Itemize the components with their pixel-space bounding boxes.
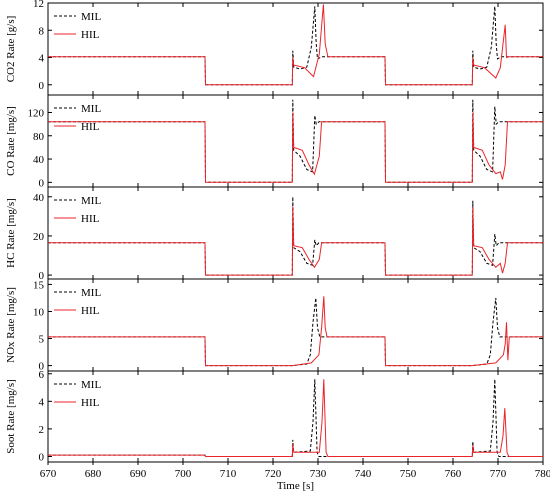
y-tick-label: 4 xyxy=(39,53,45,65)
series-hil-line xyxy=(48,296,543,367)
x-axis-label: Time [s] xyxy=(277,480,314,492)
y-tick-label: 40 xyxy=(33,192,45,204)
panel-soot: 0 2 4 6 Soot Rate [mg/s] MIL HIL xyxy=(5,369,544,463)
series-hil-line xyxy=(48,379,543,457)
legend-label-mil: MIL xyxy=(81,11,101,23)
y-tick-label: 15 xyxy=(33,279,45,291)
panel-co2: 0 4 8 12 CO2 Rate [g/s] MIL HIL xyxy=(5,0,544,96)
y-axis-label: NOx Rate [mg/s] xyxy=(5,287,17,363)
legend-label-hil: HIL xyxy=(81,29,100,41)
y-tick-label: 12 xyxy=(33,0,44,10)
panel-frame xyxy=(47,278,544,372)
x-tick-label: 770 xyxy=(490,468,507,480)
y-tick-label: 10 xyxy=(33,306,45,318)
legend-label-hil: HIL xyxy=(81,213,100,225)
series-mil-line xyxy=(48,196,543,276)
y-tick-label: 80 xyxy=(33,131,45,143)
series-mil-line xyxy=(48,379,543,457)
series-hil-line xyxy=(48,4,543,86)
y-axis-label: HC Rate [mg/s] xyxy=(5,198,17,268)
x-tick-label: 670 xyxy=(40,468,57,480)
y-axis-label: Soot Rate [mg/s] xyxy=(5,379,17,454)
panel-nox: 0 5 10 15 NOx Rate [mg/s] MIL HIL xyxy=(5,278,544,373)
series-mil-line xyxy=(48,6,543,86)
y-tick-label: 8 xyxy=(39,25,45,37)
y-tick-label: 2 xyxy=(39,424,45,436)
legend-label-mil: MIL xyxy=(81,195,101,207)
legend: MIL HIL xyxy=(54,103,101,133)
y-axis-label: CO2 Rate [g/s] xyxy=(5,16,17,83)
x-tick-label: 710 xyxy=(220,468,237,480)
x-tick-label: 700 xyxy=(175,468,192,480)
x-tick-label: 740 xyxy=(355,468,372,480)
legend-label-mil: MIL xyxy=(81,379,101,391)
series-hil-line xyxy=(48,112,543,183)
legend: MIL HIL xyxy=(54,11,101,41)
y-tick-label: 40 xyxy=(33,154,45,166)
y-tick-label: 0 xyxy=(39,177,45,189)
legend-label-hil: HIL xyxy=(81,397,100,409)
y-tick-label: 5 xyxy=(39,334,45,346)
x-tick-label: 720 xyxy=(265,468,282,480)
x-tick-label: 760 xyxy=(445,468,462,480)
panel-co: 0 40 80 120 CO Rate [mg/s] MIL HIL xyxy=(5,94,544,189)
series-mil-line xyxy=(48,99,543,183)
x-tick-label: 780 xyxy=(535,468,550,480)
panel-frame xyxy=(47,186,544,280)
legend: MIL HIL xyxy=(54,287,101,317)
x-tick-label: 680 xyxy=(85,468,102,480)
legend-label-mil: MIL xyxy=(81,287,101,299)
panel-hc: 0 20 40 HC Rate [mg/s] MIL HIL xyxy=(5,186,544,282)
y-tick-label: 120 xyxy=(28,107,45,119)
legend: MIL HIL xyxy=(54,195,101,225)
legend-label-mil: MIL xyxy=(81,103,101,115)
x-tick-label: 730 xyxy=(310,468,327,480)
series-mil-line xyxy=(48,297,543,367)
y-tick-label: 20 xyxy=(33,231,45,243)
y-axis-label: CO Rate [mg/s] xyxy=(5,106,17,176)
x-tick-label: 690 xyxy=(130,468,147,480)
legend-label-hil: HIL xyxy=(81,305,100,317)
panel-frame xyxy=(47,2,544,96)
series-hil-line xyxy=(48,206,543,276)
panel-frame xyxy=(47,370,544,463)
y-tick-label: 0 xyxy=(39,451,45,463)
x-tick-label: 750 xyxy=(400,468,417,480)
legend-label-hil: HIL xyxy=(81,121,100,133)
y-tick-label: 0 xyxy=(39,270,45,282)
y-tick-label: 0 xyxy=(39,361,45,373)
y-tick-label: 4 xyxy=(39,396,45,408)
legend: MIL HIL xyxy=(54,379,101,409)
panel-frame xyxy=(47,94,544,188)
y-tick-label: 6 xyxy=(39,369,45,381)
y-tick-label: 0 xyxy=(39,80,45,92)
